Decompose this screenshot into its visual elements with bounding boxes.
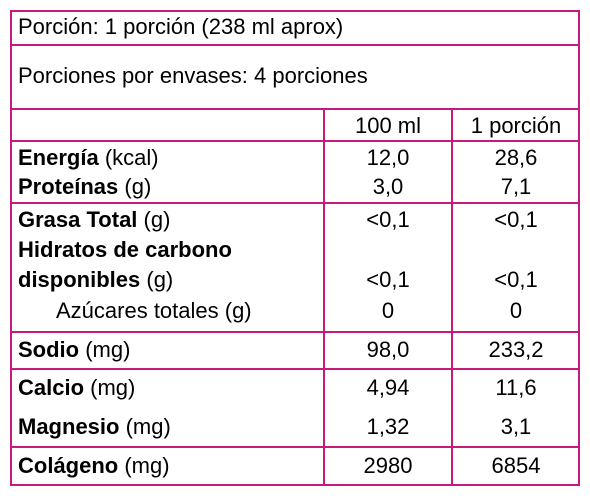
value-sodio-serving: 233,2	[488, 337, 544, 362]
value-azucares-100ml: 0	[381, 298, 395, 323]
row-label-grasa: Grasa Total (g)	[18, 207, 171, 232]
value-calcio-serving: 11,6	[495, 375, 537, 400]
value-energia-serving: 28,6	[494, 145, 538, 170]
column-divider	[451, 108, 453, 485]
column-header-serving: 1 porción	[470, 113, 562, 138]
value-grasa-100ml: <0,1	[366, 207, 410, 232]
value-proteinas-100ml: 3,0	[372, 174, 404, 199]
row-label-calcio: Calcio (mg)	[18, 375, 136, 400]
value-grasa-serving: <0,1	[494, 207, 538, 232]
row-divider	[10, 140, 580, 142]
servings-per-container: Porciones por envases: 4 porciones	[18, 63, 368, 88]
value-hidratos-serving: <0,1	[494, 267, 538, 292]
row-divider	[10, 108, 580, 110]
value-calcio-100ml: 4,94	[366, 375, 410, 400]
value-colageno-100ml: 2980	[363, 453, 413, 478]
row-divider	[10, 44, 580, 46]
row-label-azucares: Azúcares totales (g)	[56, 298, 252, 323]
value-energia-100ml: 12,0	[366, 145, 410, 170]
row-label-hidratos-line2: disponibles (g)	[18, 267, 174, 292]
value-magnesio-100ml: 1,32	[366, 414, 410, 439]
row-label-colageno: Colágeno (mg)	[18, 453, 170, 478]
value-azucares-serving: 0	[509, 298, 523, 323]
row-divider	[10, 331, 580, 333]
value-hidratos-100ml: <0,1	[366, 267, 410, 292]
row-divider	[10, 368, 580, 370]
row-label-sodio: Sodio (mg)	[18, 337, 131, 362]
row-label-hidratos-line1: Hidratos de carbono	[18, 237, 232, 262]
row-divider	[10, 446, 580, 448]
value-colageno-serving: 6854	[491, 453, 541, 478]
row-label-proteinas: Proteínas (g)	[18, 174, 152, 199]
serving-size: Porción: 1 porción (238 ml aprox)	[18, 14, 344, 39]
value-proteinas-serving: 7,1	[500, 174, 532, 199]
value-magnesio-serving: 3,1	[500, 414, 532, 439]
column-header-100ml: 100 ml	[354, 113, 422, 138]
row-label-magnesio: Magnesio (mg)	[18, 414, 171, 439]
table-border	[10, 10, 580, 486]
row-divider	[10, 202, 580, 204]
column-divider	[323, 108, 325, 485]
value-sodio-100ml: 98,0	[366, 337, 410, 362]
row-label-energia: Energía (kcal)	[18, 145, 159, 170]
